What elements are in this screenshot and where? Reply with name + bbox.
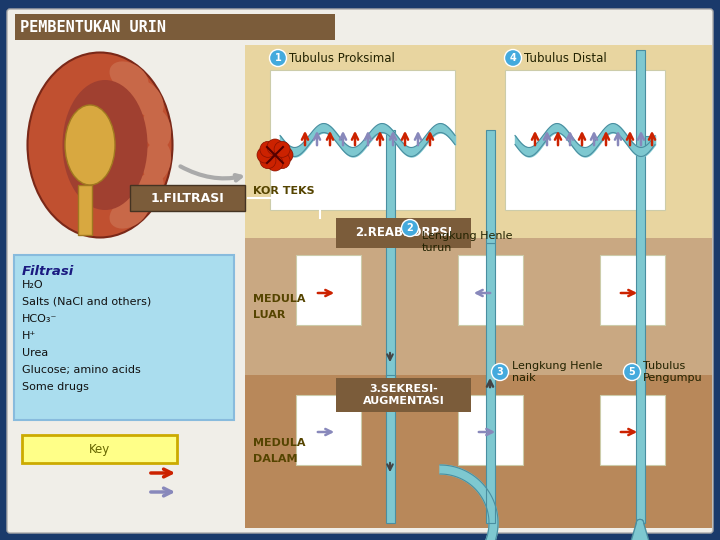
Circle shape [492, 363, 508, 381]
Bar [296, 395, 361, 465]
Text: H⁺: H⁺ [22, 331, 36, 341]
Text: 3: 3 [497, 367, 503, 377]
Ellipse shape [63, 80, 148, 210]
Ellipse shape [109, 197, 148, 228]
Bar [458, 255, 523, 325]
Bar [78, 185, 92, 235]
Ellipse shape [143, 140, 171, 182]
Text: MEDULA: MEDULA [253, 294, 305, 303]
Ellipse shape [109, 62, 148, 93]
Circle shape [260, 141, 276, 157]
Bar [458, 395, 523, 465]
Bar [636, 50, 644, 523]
Bar [296, 255, 361, 325]
Bar [385, 238, 395, 380]
Circle shape [269, 50, 287, 66]
Text: MEDULA: MEDULA [253, 438, 305, 449]
Circle shape [505, 50, 521, 66]
Circle shape [257, 147, 273, 163]
Bar [485, 130, 495, 243]
Text: 5: 5 [629, 367, 635, 377]
Text: Salts (NaCl and others): Salts (NaCl and others) [22, 297, 151, 307]
Text: Some drugs: Some drugs [22, 382, 89, 392]
FancyBboxPatch shape [7, 9, 713, 533]
Ellipse shape [65, 105, 115, 185]
Polygon shape [440, 465, 498, 540]
Ellipse shape [143, 108, 171, 150]
Text: Lengkung Henle
turun: Lengkung Henle turun [422, 231, 513, 253]
Bar [130, 185, 245, 211]
Circle shape [267, 139, 283, 155]
Text: 4: 4 [510, 53, 516, 63]
Circle shape [274, 153, 290, 168]
Bar [385, 130, 395, 243]
Bar [600, 395, 665, 465]
Bar [245, 375, 712, 528]
Text: 1.FILTRASI: 1.FILTRASI [150, 192, 224, 205]
Text: PEMBENTUKAN URIN: PEMBENTUKAN URIN [20, 19, 166, 35]
Circle shape [260, 153, 276, 168]
Text: Glucose; amino acids: Glucose; amino acids [22, 365, 140, 375]
Text: 2.REABSORPSI: 2.REABSORPSI [356, 226, 453, 240]
Circle shape [624, 363, 641, 381]
Text: Tubulus
Pengumpu: Tubulus Pengumpu [643, 361, 703, 383]
Bar [645, 136, 655, 145]
Text: KOR TEKS: KOR TEKS [253, 186, 315, 197]
Text: Urea: Urea [22, 348, 48, 358]
Bar [600, 255, 665, 325]
Bar [270, 70, 455, 210]
Bar [385, 375, 395, 523]
Bar [14, 255, 234, 420]
Circle shape [267, 155, 283, 171]
Text: Lengkung Henle
naik: Lengkung Henle naik [512, 361, 603, 383]
Bar [245, 238, 712, 375]
Bar [485, 243, 495, 523]
Bar [336, 378, 471, 412]
Circle shape [402, 219, 418, 237]
Text: Tubulus Distal: Tubulus Distal [524, 51, 607, 64]
Text: 1: 1 [274, 53, 282, 63]
Text: Tubulus Proksimal: Tubulus Proksimal [289, 51, 395, 64]
Text: HCO₃⁻: HCO₃⁻ [22, 314, 58, 324]
Text: 2: 2 [407, 223, 413, 233]
Ellipse shape [130, 172, 163, 210]
Bar [12, 44, 244, 244]
Ellipse shape [27, 52, 173, 238]
Bar [15, 14, 335, 40]
Bar [245, 45, 712, 238]
Text: Filtrasi: Filtrasi [22, 265, 74, 278]
Bar [505, 70, 665, 210]
Text: 3.SEKRESI-
AUGMENTASI: 3.SEKRESI- AUGMENTASI [363, 384, 445, 406]
Circle shape [274, 141, 290, 157]
Bar [336, 218, 471, 248]
Text: LUAR: LUAR [253, 309, 285, 320]
Text: Key: Key [89, 442, 111, 456]
Bar [22, 435, 177, 463]
Ellipse shape [130, 80, 163, 118]
Text: H₂O: H₂O [22, 280, 44, 290]
Circle shape [277, 147, 293, 163]
Text: DALAM: DALAM [253, 455, 297, 464]
